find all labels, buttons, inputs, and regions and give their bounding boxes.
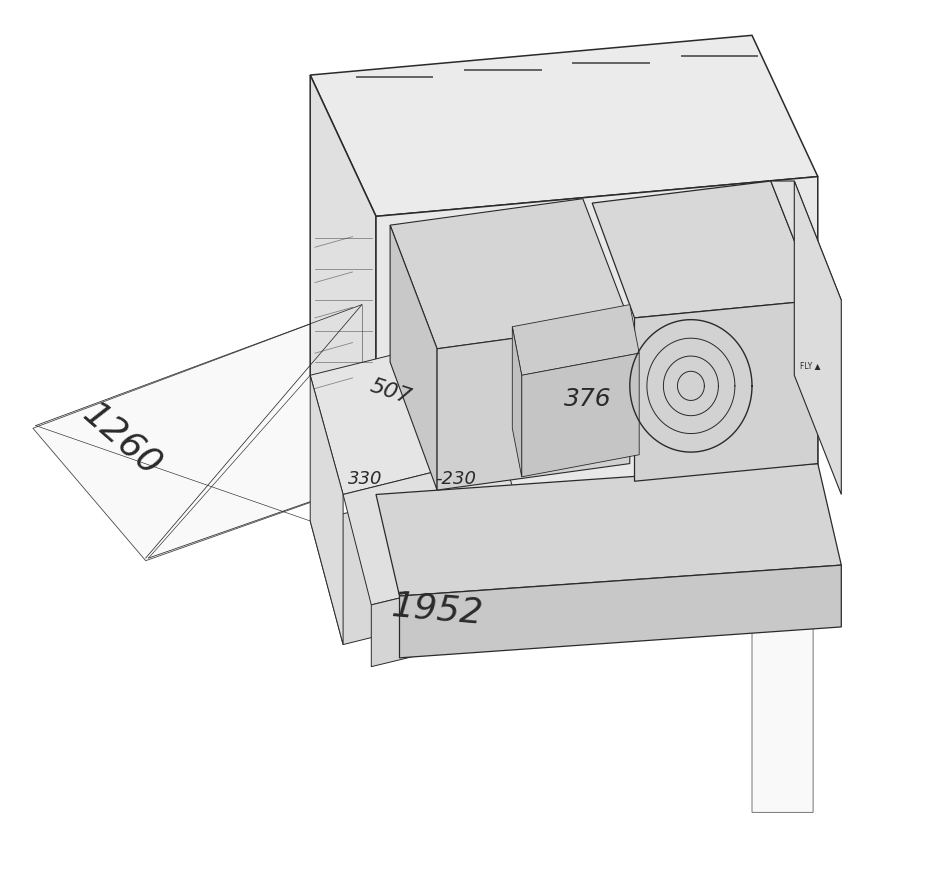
Polygon shape [771,181,841,300]
Polygon shape [362,305,813,596]
Polygon shape [310,375,343,645]
Polygon shape [752,437,813,812]
Polygon shape [634,300,818,481]
Text: 1260: 1260 [76,396,168,483]
Text: -230: -230 [435,470,477,487]
Text: 330: 330 [348,470,382,487]
Polygon shape [390,225,437,490]
Polygon shape [33,305,470,561]
Polygon shape [522,353,639,477]
Text: 1952: 1952 [390,588,484,630]
Polygon shape [400,565,841,658]
Polygon shape [310,35,818,216]
Polygon shape [376,464,841,596]
Polygon shape [592,181,818,318]
Polygon shape [343,455,536,605]
Polygon shape [512,327,522,477]
Polygon shape [390,199,630,349]
Polygon shape [512,305,639,375]
Polygon shape [310,336,503,494]
Text: 376: 376 [564,387,611,411]
Polygon shape [371,565,536,667]
Text: 507: 507 [367,376,414,408]
Polygon shape [310,486,503,645]
Text: FLY ▲: FLY ▲ [800,361,821,370]
Polygon shape [794,181,841,494]
Polygon shape [376,177,818,521]
Polygon shape [437,322,630,490]
Polygon shape [310,75,376,521]
